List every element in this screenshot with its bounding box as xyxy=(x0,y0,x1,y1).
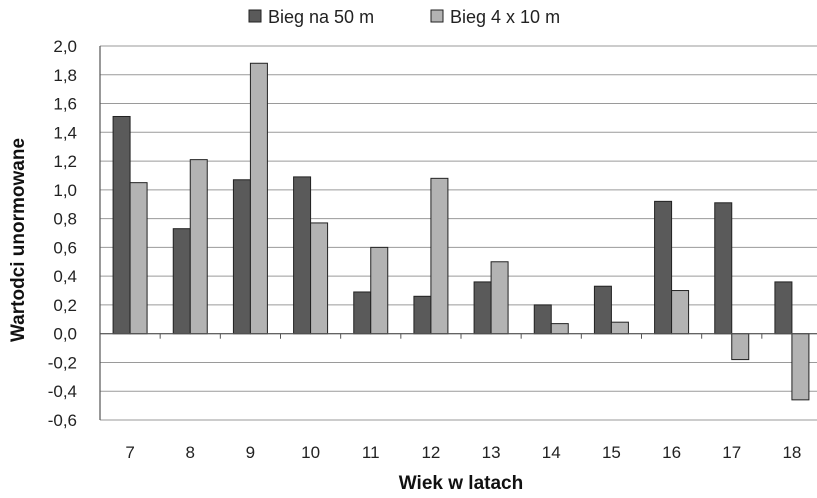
y-tick-label: 0,0 xyxy=(53,325,77,344)
bar-bieg-50m-8 xyxy=(172,228,191,335)
y-axis-title: Wartodci unormowane xyxy=(8,138,29,342)
bar-bieg-50m-18 xyxy=(774,281,793,335)
y-tick-label: 1,2 xyxy=(53,152,77,171)
bar-bieg-4x10m-18 xyxy=(791,333,810,401)
x-tick-label: 11 xyxy=(362,443,380,462)
bar-bieg-4x10m-13 xyxy=(490,261,509,335)
x-tick-label: 16 xyxy=(662,443,681,462)
bar-bieg-4x10m-17 xyxy=(731,333,750,361)
y-tick-label: 0,6 xyxy=(53,238,77,257)
y-tick-label: 0,8 xyxy=(53,210,77,229)
x-tick-label: 15 xyxy=(602,443,621,462)
bar-bieg-50m-15 xyxy=(593,285,612,335)
bar-bieg-50m-7 xyxy=(112,115,131,335)
x-tick-label: 12 xyxy=(421,443,440,462)
y-tick-label: 1,8 xyxy=(53,66,77,85)
bar-bieg-4x10m-9 xyxy=(249,62,268,335)
bar-bieg-50m-14 xyxy=(533,304,552,335)
y-tick-labels: -0,6 -0,4 -0,2 0,0 0,2 0,4 0,6 0,8 1,0 1,2 1,4 1,6 1… xyxy=(48,37,77,430)
bar-bieg-50m-12 xyxy=(413,295,432,335)
axes xyxy=(99,46,817,420)
x-tick-label: 13 xyxy=(482,443,501,462)
gridlines xyxy=(100,45,817,421)
x-axis-title: Wiek w latach xyxy=(399,473,523,494)
bar-bieg-50m-16 xyxy=(654,200,673,335)
bar-bieg-50m-13 xyxy=(473,281,492,335)
legend-swatch-bieg-50m xyxy=(248,9,262,23)
y-tick-label: -0,6 xyxy=(48,411,77,430)
x-tick-labels: 7 8 9 10 11 12 13 14 15 16 17 18 xyxy=(125,443,801,462)
x-tick-label: 7 xyxy=(125,443,134,462)
bar-bieg-4x10m-8 xyxy=(189,159,208,335)
y-tick-label: 0,2 xyxy=(53,296,77,315)
legend-label-bieg-50m: Bieg na 50 m xyxy=(268,7,374,27)
bar-bieg-4x10m-10 xyxy=(310,222,329,335)
bar-bieg-50m-17 xyxy=(714,202,733,335)
bar-bieg-4x10m-15 xyxy=(610,321,629,335)
bar-bieg-4x10m-7 xyxy=(129,182,148,335)
bar-bieg-50m-11 xyxy=(353,291,372,335)
y-tick-label: -0,4 xyxy=(48,382,77,401)
legend: Bieg na 50 m Bieg 4 x 10 m xyxy=(248,7,560,27)
bar-bieg-50m-10 xyxy=(293,176,312,335)
y-tick-label: 1,0 xyxy=(53,181,77,200)
x-tick-label: 14 xyxy=(542,443,561,462)
bar-bieg-4x10m-16 xyxy=(671,290,690,335)
y-tick-label: -0,2 xyxy=(48,353,77,372)
bar-bieg-4x10m-14 xyxy=(550,323,569,335)
x-tick-label: 17 xyxy=(722,443,741,462)
legend-swatch-bieg-4x10m xyxy=(430,9,444,23)
x-tick-label: 9 xyxy=(246,443,255,462)
x-tick-label: 18 xyxy=(782,443,801,462)
x-tick-label: 10 xyxy=(301,443,320,462)
y-tick-label: 0,4 xyxy=(53,267,77,286)
bars xyxy=(112,62,810,401)
bar-bieg-4x10m-11 xyxy=(370,246,389,335)
x-tick-label: 8 xyxy=(186,443,195,462)
bar-bieg-4x10m-12 xyxy=(430,177,449,335)
y-tick-label: 1,4 xyxy=(53,123,77,142)
bar-bieg-50m-9 xyxy=(232,179,251,335)
y-tick-label: 2,0 xyxy=(53,37,77,56)
legend-label-bieg-4x10m: Bieg 4 x 10 m xyxy=(450,7,560,27)
y-tick-label: 1,6 xyxy=(53,95,77,114)
